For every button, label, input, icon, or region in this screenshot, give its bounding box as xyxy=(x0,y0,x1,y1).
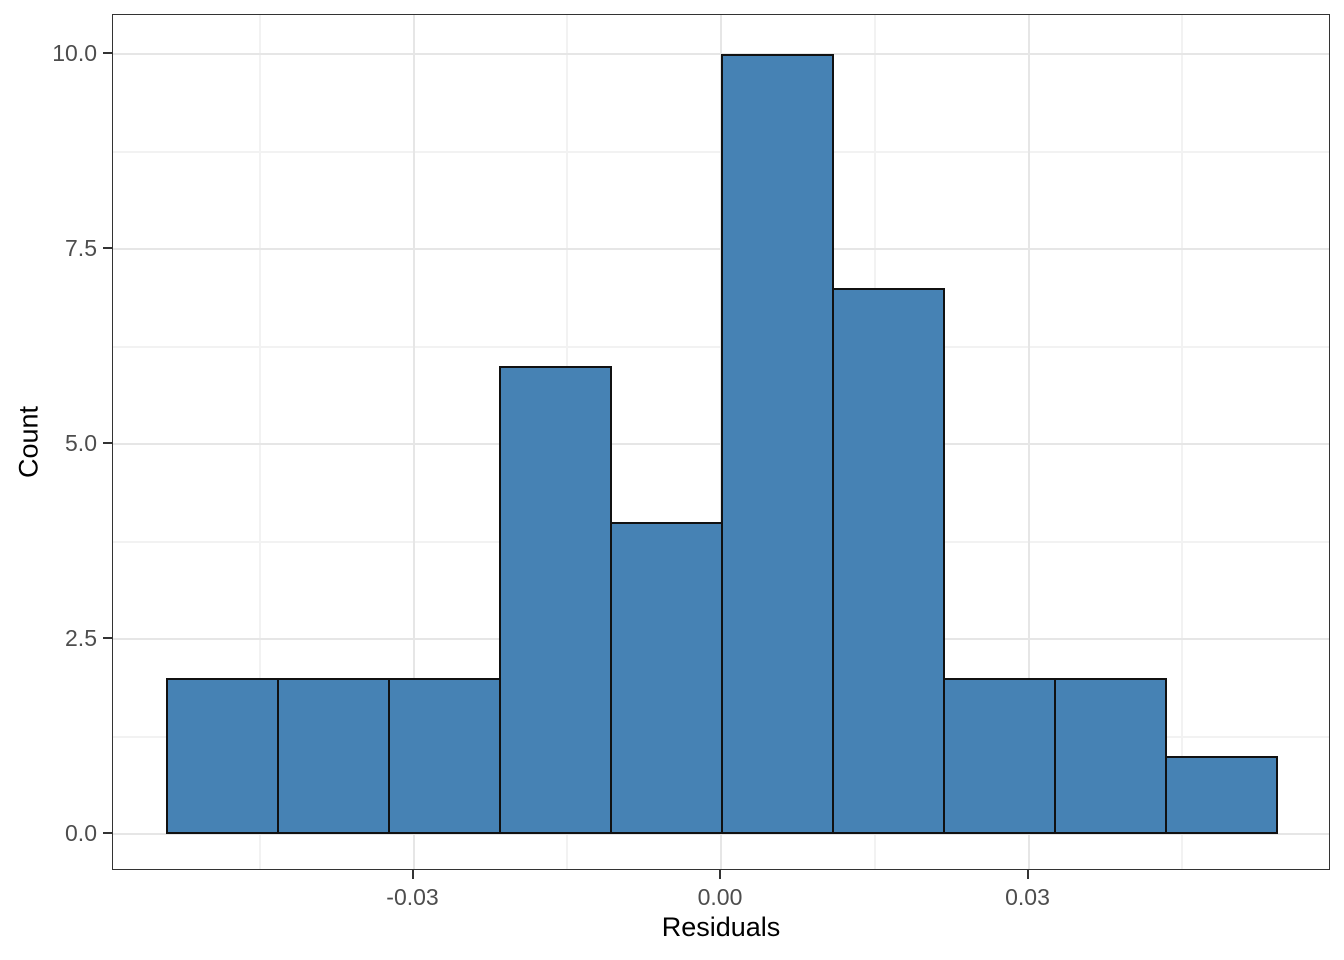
histogram-bar xyxy=(609,522,723,834)
y-axis-tick-label: 0.0 xyxy=(65,820,97,846)
y-axis-tick-label: 2.5 xyxy=(65,625,97,651)
y-axis-tick-label: 7.5 xyxy=(65,235,97,261)
histogram-bar xyxy=(387,678,501,834)
y-axis-tick-mark xyxy=(103,637,112,639)
x-axis-tick-label: 0.00 xyxy=(697,884,743,910)
histogram-bar xyxy=(498,366,612,834)
histogram-bar xyxy=(276,678,390,834)
x-axis-tick-mark xyxy=(1026,870,1029,879)
histogram-bar xyxy=(165,678,279,834)
gridline-minor-x xyxy=(258,15,261,869)
x-axis-title: Residuals xyxy=(661,912,781,942)
histogram-bar xyxy=(1054,678,1168,834)
x-axis-tick-mark xyxy=(411,870,414,879)
gridline-minor-x xyxy=(1181,15,1184,869)
histogram-bar xyxy=(721,54,834,834)
y-axis-tick-mark xyxy=(103,52,112,54)
x-axis-tick-label: 0.03 xyxy=(1005,884,1050,910)
y-axis-tick-mark xyxy=(103,442,112,444)
y-axis-title: Count xyxy=(13,405,44,479)
y-axis-tick-mark xyxy=(103,832,112,834)
gridline-major-x xyxy=(412,15,415,869)
histogram-bar xyxy=(943,678,1056,834)
x-axis-tick-label: -0.03 xyxy=(386,884,439,910)
y-axis-tick-mark xyxy=(103,247,112,249)
y-axis-tick-label: 10.0 xyxy=(52,40,97,66)
plot-panel xyxy=(112,14,1330,870)
histogram-bar xyxy=(832,288,945,834)
gridline-major-x xyxy=(1027,15,1030,869)
x-axis-tick-mark xyxy=(719,870,721,879)
histogram-bar xyxy=(1165,756,1279,834)
y-axis-tick-label: 5.0 xyxy=(65,430,97,456)
